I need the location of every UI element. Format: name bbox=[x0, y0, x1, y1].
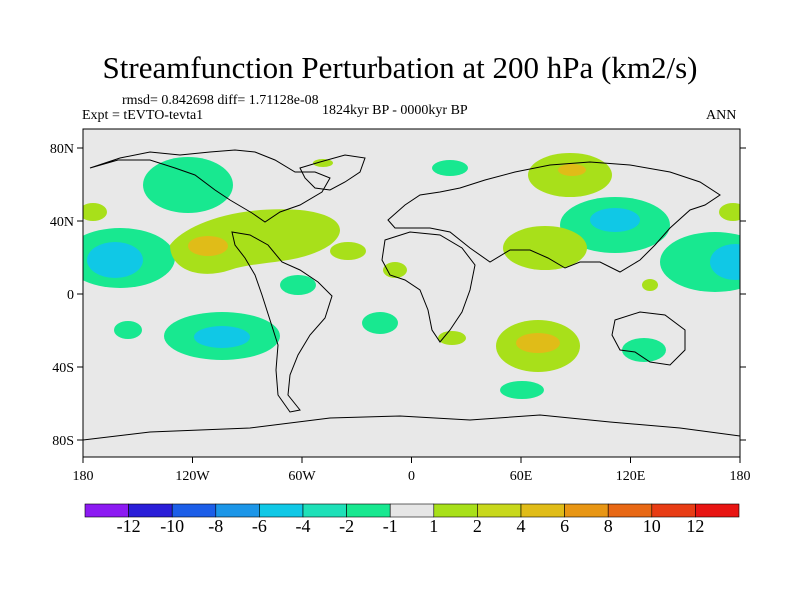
colorbar-swatch bbox=[477, 503, 522, 518]
anomaly-europe bbox=[432, 160, 468, 176]
anomaly-core-east-pacific bbox=[87, 242, 143, 278]
lon-label-120e: 120E bbox=[616, 469, 646, 484]
lat-label-80n: 80N bbox=[50, 142, 74, 157]
colorbar-label: 8 bbox=[604, 516, 613, 536]
anomaly-core-siberia bbox=[558, 164, 586, 176]
lon-label-180w: 180 bbox=[73, 469, 94, 484]
anomaly-south-africa bbox=[438, 331, 466, 345]
colorbar-label: 10 bbox=[643, 516, 661, 536]
lon-ticks bbox=[82, 457, 741, 463]
season-label: ANN bbox=[706, 108, 737, 123]
anomaly-dateline-east bbox=[719, 203, 740, 221]
colorbar-label: -12 bbox=[117, 516, 141, 536]
anomaly-australia bbox=[622, 338, 666, 362]
colorbar-label: -6 bbox=[252, 516, 267, 536]
colorbar-label: -10 bbox=[160, 516, 184, 536]
lon-label-180e: 180 bbox=[730, 469, 751, 484]
lat-label-40n: 40N bbox=[50, 215, 74, 230]
stats-text: rmsd= 0.842698 diff= 1.71128e-08 bbox=[122, 93, 319, 108]
anomaly-west-pacific-edge bbox=[660, 232, 740, 292]
anomaly-maritime bbox=[642, 279, 658, 291]
coast-eurasia bbox=[387, 161, 721, 273]
anomaly-north-america bbox=[170, 209, 340, 274]
colorbar-labels: -12 -10 -8 -6 -4 -2 -1 1 2 4 6 8 10 12 bbox=[117, 516, 705, 536]
experiment-label: Expt = tEVTO-tevta1 bbox=[82, 108, 204, 123]
coast-north-america bbox=[89, 149, 331, 223]
anomaly-greenland bbox=[313, 159, 333, 167]
anomaly-south-indian bbox=[500, 381, 544, 399]
coast-africa bbox=[381, 231, 476, 343]
colorbar-swatch bbox=[695, 503, 740, 518]
anomaly-north-pacific bbox=[143, 157, 233, 213]
colorbar-label: 12 bbox=[686, 516, 704, 536]
anomaly-pacific-small bbox=[114, 321, 142, 339]
period-label: 1824kyr BP - 0000kyr BP bbox=[322, 103, 468, 118]
anomaly-south-america bbox=[280, 275, 316, 295]
lon-label-60w: 60W bbox=[288, 469, 316, 484]
coast-australia bbox=[611, 311, 686, 366]
colorbar-label: -1 bbox=[383, 516, 398, 536]
coast-antarctica bbox=[83, 414, 740, 441]
colorbar-label: -2 bbox=[339, 516, 354, 536]
colorbar-label: 6 bbox=[560, 516, 569, 536]
anomaly-atlantic bbox=[330, 242, 366, 260]
anomaly-core-west-pacific bbox=[710, 244, 740, 280]
lat-label-0: 0 bbox=[67, 288, 74, 303]
colorbar-swatch bbox=[564, 503, 609, 518]
plot-title: Streamfunction Perturbation at 200 hPa (… bbox=[102, 50, 698, 85]
colorbar-label: 4 bbox=[517, 516, 526, 536]
anomaly-south-atlantic bbox=[362, 312, 398, 334]
lat-label-80s: 80S bbox=[52, 434, 74, 449]
lon-label-120w: 120W bbox=[175, 469, 210, 484]
lon-label-60e: 60E bbox=[510, 469, 533, 484]
colorbar-label: 1 bbox=[429, 516, 438, 536]
coast-greenland bbox=[299, 154, 366, 191]
lon-label-0: 0 bbox=[408, 469, 415, 484]
anomaly-core-mexico bbox=[188, 236, 228, 256]
anomaly-core-east-asia bbox=[590, 208, 640, 232]
anomaly-dateline-north bbox=[83, 203, 107, 221]
colorbar-swatch bbox=[520, 503, 565, 518]
coastlines bbox=[83, 149, 740, 441]
anomaly-west-africa bbox=[383, 262, 407, 278]
lat-label-40s: 40S bbox=[52, 361, 74, 376]
colorbar-label: -4 bbox=[296, 516, 311, 536]
coast-south-america bbox=[231, 231, 333, 413]
anomaly-core-south-pacific bbox=[194, 326, 250, 348]
anomaly-field bbox=[83, 153, 740, 399]
lat-ticks bbox=[77, 147, 746, 441]
colorbar-label: 2 bbox=[473, 516, 482, 536]
anomaly-middle-east bbox=[503, 226, 587, 270]
colorbar-label: -8 bbox=[208, 516, 223, 536]
colorbar-swatch bbox=[433, 503, 478, 518]
colorbar bbox=[84, 503, 740, 518]
anomaly-core-south-indian bbox=[516, 333, 560, 353]
